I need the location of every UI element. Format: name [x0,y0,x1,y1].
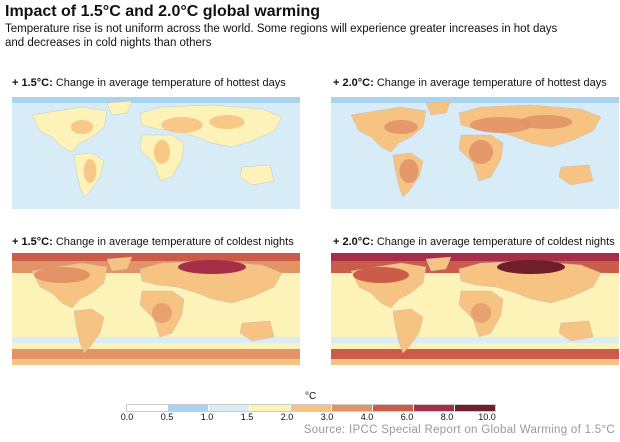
panel-title-2: + 2.0°C: Change in average temperature o… [333,77,607,89]
warming-hotspot [469,117,533,133]
legend-tick: 6.0 [400,412,414,422]
legend-swatch [413,405,454,411]
legend-tick: 8.0 [440,412,454,422]
legend-swatch [249,405,290,411]
warming-hotspot [399,159,419,183]
africa-hotspot [152,303,172,323]
warming-hotspot [70,120,94,134]
map-hot-1-5 [12,97,300,209]
warming-hotspot [519,115,573,129]
siberia-hotspot [178,260,246,274]
canada-hotspot [34,267,90,283]
legend-tick: 1.0 [200,412,214,422]
arctic-band [12,97,300,103]
warming-hotspot [161,117,203,133]
panel-title-3: + 1.5°C: Change in average temperature o… [12,236,294,248]
warming-hotspot [209,115,245,129]
warming-hotspot [83,159,97,183]
land-region [139,104,283,148]
color-legend [126,404,496,412]
map-svg [331,97,619,209]
panel-title-1: + 1.5°C: Change in average temperature o… [12,77,286,89]
legend-swatch [331,405,372,411]
land-region [239,164,275,186]
subtitle-line-2: and decreases in cold nights than others [5,37,212,49]
subtitle: Temperature rise is not uniform across t… [5,22,565,50]
legend-swatch [127,405,167,411]
land-region [106,256,133,272]
antarctic-band [12,349,300,359]
legend-swatch [454,405,495,411]
siberia-hotspot [497,260,565,274]
antarctic-band [12,201,300,209]
legend-tick: 0.5 [160,412,174,422]
land-region [106,100,133,116]
antarctic-band [331,349,619,359]
legend-tick: 10.0 [478,412,496,422]
antarctic-edge [331,359,619,365]
land-region [558,164,594,186]
canada-hotspot [353,267,409,283]
map-svg [331,253,619,365]
legend-tick: 3.0 [320,412,334,422]
legend-tick: 1.5 [240,412,254,422]
map-svg [12,97,300,209]
land-region [558,320,594,342]
southern-ocean-band [331,337,619,343]
arctic-core [331,253,619,261]
legend-swatch [167,405,208,411]
land-region [392,308,424,354]
legend-tick: 2.0 [280,412,294,422]
legend-unit: °C [305,391,317,402]
arctic-band [331,97,619,103]
antarctic-band [331,201,619,209]
legend-tick: 0.0 [120,412,134,422]
panel-title-4: + 2.0°C: Change in average temperature o… [333,236,615,248]
land-region [425,256,452,272]
southern-ocean-band [12,337,300,343]
map-hot-2-0 [331,97,619,209]
antarctic-edge [12,359,300,365]
africa-hotspot [471,303,491,323]
land-region [31,106,108,153]
land-region [425,100,452,116]
legend-swatch [208,405,249,411]
map-svg [12,253,300,365]
map-cold-2-0 [331,253,619,365]
land-region [239,320,275,342]
land-region [73,308,105,354]
arctic-core [12,253,300,261]
source-note: Source: IPCC Special Report on Global Wa… [303,424,615,436]
map-cold-1-5 [12,253,300,365]
legend-swatch [372,405,413,411]
legend-swatch [290,405,331,411]
warming-hotspot [154,140,170,164]
warming-hotspot [469,140,493,164]
subtitle-line-1: Temperature rise is not uniform across t… [5,23,558,35]
warming-hotspot [384,120,418,134]
page-title: Impact of 1.5°C and 2.0°C global warming [5,3,321,20]
legend-tick: 4.0 [360,412,374,422]
